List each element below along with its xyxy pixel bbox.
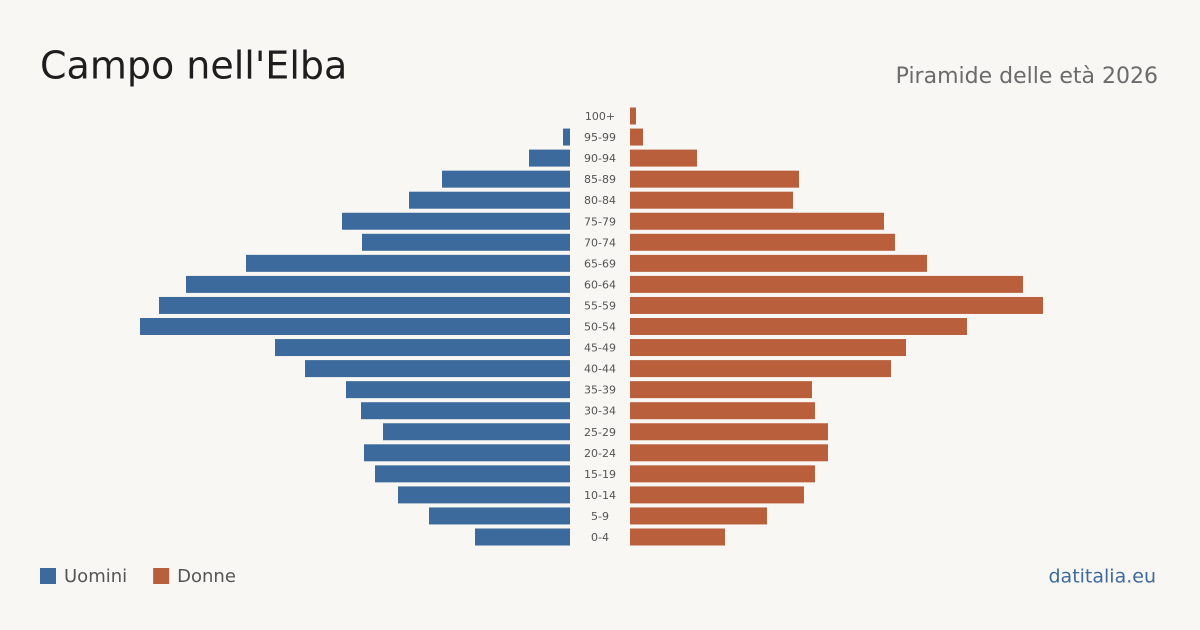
bar: [630, 191, 793, 209]
age-label: 85-89: [584, 173, 616, 186]
bar: [429, 507, 570, 525]
age-label: 70-74: [584, 236, 616, 249]
age-label: 50-54: [584, 321, 616, 334]
bar: [398, 486, 570, 504]
bar: [630, 528, 725, 546]
bar: [409, 191, 570, 209]
bar: [630, 149, 697, 167]
legend-swatch: [153, 568, 170, 584]
age-label: 65-69: [584, 257, 616, 270]
bar: [630, 212, 884, 230]
bar: [346, 381, 570, 399]
bar: [529, 149, 570, 167]
chart-title: Campo nell'Elba: [40, 44, 347, 88]
bar: [630, 275, 1023, 293]
bar: [630, 296, 1043, 314]
bar: [630, 339, 906, 357]
age-label: 40-44: [584, 363, 616, 376]
bar: [475, 528, 570, 546]
age-label: 15-19: [584, 468, 616, 481]
chart-subtitle: Piramide delle età 2026: [896, 64, 1158, 89]
bar: [305, 360, 570, 378]
bar: [630, 381, 812, 399]
age-label: 0-4: [591, 531, 609, 544]
bar: [630, 360, 891, 378]
bar: [630, 402, 815, 420]
bar: [383, 423, 570, 441]
age-label: 75-79: [584, 215, 616, 228]
bar: [630, 318, 967, 335]
legend-swatch: [40, 568, 56, 584]
age-label: 60-64: [584, 278, 616, 291]
age-label: 45-49: [584, 342, 616, 355]
bar: [442, 170, 570, 188]
legend-label: Donne: [177, 566, 236, 587]
age-label: 5-9: [591, 510, 609, 523]
bar: [362, 233, 570, 251]
bar: [140, 318, 570, 335]
bar: [246, 254, 570, 272]
bar: [630, 465, 815, 483]
age-label: 90-94: [584, 152, 616, 165]
age-label: 95-99: [584, 131, 616, 144]
age-label: 20-24: [584, 447, 616, 460]
bar: [361, 402, 570, 420]
bar: [630, 423, 828, 441]
age-label: 10-14: [584, 489, 616, 502]
bar: [375, 465, 570, 483]
bar: [342, 212, 570, 230]
bar: [364, 444, 570, 462]
bar: [159, 296, 570, 314]
age-label: 25-29: [584, 426, 616, 439]
bar: [563, 128, 570, 146]
source: datitalia.eu: [1049, 566, 1157, 588]
bar: [630, 444, 828, 462]
age-label: 80-84: [584, 194, 616, 207]
bar: [630, 128, 643, 146]
bar: [630, 107, 636, 125]
bar: [630, 486, 804, 504]
bar: [630, 233, 895, 251]
bar: [630, 254, 927, 272]
bar: [186, 275, 570, 293]
bar: [630, 170, 799, 188]
age-label: 30-34: [584, 405, 616, 418]
age-label: 55-59: [584, 299, 616, 312]
bar: [630, 507, 767, 525]
age-label: 35-39: [584, 384, 616, 397]
age-label: 100+: [585, 110, 615, 123]
legend-label: Uomini: [64, 566, 127, 587]
bar: [275, 339, 570, 357]
